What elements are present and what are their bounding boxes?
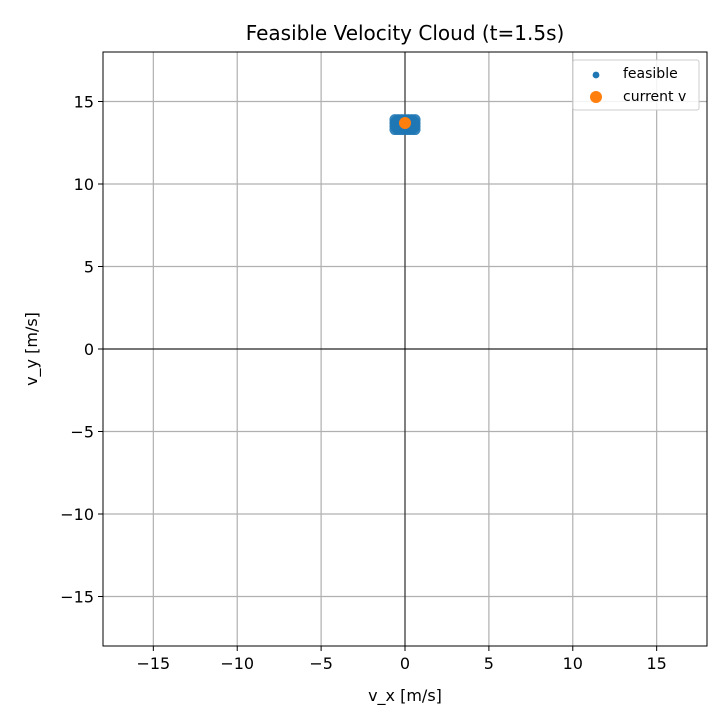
y-tick-label: 5 bbox=[84, 258, 94, 277]
axis-ticks: −15 −10 −5 0 5 10 15 −15 −10 −5 0 5 10 15 bbox=[60, 93, 667, 674]
legend-label-feasible: feasible bbox=[623, 66, 678, 82]
zero-axis-lines bbox=[103, 52, 707, 646]
y-tick-label: 10 bbox=[74, 175, 94, 194]
point-feasible bbox=[407, 122, 419, 134]
chart-title: Feasible Velocity Cloud (t=1.5s) bbox=[246, 21, 565, 45]
y-tick-label: 0 bbox=[84, 340, 94, 359]
point-current-v bbox=[399, 116, 411, 129]
x-axis-label: v_x [m/s] bbox=[368, 686, 442, 706]
x-tick-label: 10 bbox=[563, 654, 583, 673]
x-tick-label: 5 bbox=[484, 654, 494, 673]
x-tick-label: −10 bbox=[220, 654, 254, 673]
legend-label-current-v: current v bbox=[623, 89, 686, 105]
y-tick-label: −10 bbox=[60, 505, 94, 524]
x-tick-label: 15 bbox=[646, 654, 666, 673]
legend-marker-feasible bbox=[592, 71, 600, 79]
y-axis-label: v_y [m/s] bbox=[22, 312, 42, 386]
x-tick-label: −15 bbox=[136, 654, 170, 673]
y-tick-label: −5 bbox=[70, 423, 94, 442]
y-tick-label: 15 bbox=[74, 93, 94, 112]
x-tick-label: −5 bbox=[309, 654, 333, 673]
scatter-points bbox=[389, 114, 421, 136]
x-tick-label: 0 bbox=[400, 654, 410, 673]
legend-box bbox=[572, 59, 700, 111]
legend: feasible current v bbox=[572, 59, 700, 111]
y-tick-label: −15 bbox=[60, 588, 94, 607]
legend-marker-current-v bbox=[590, 91, 602, 103]
